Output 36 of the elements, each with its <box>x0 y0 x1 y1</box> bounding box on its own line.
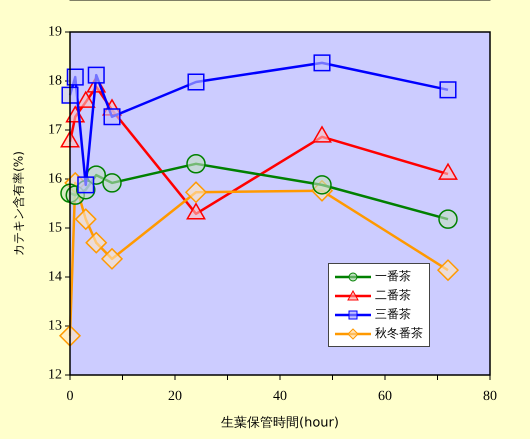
y-tick-label: 15 <box>48 220 62 236</box>
legend-label: 一番茶 <box>375 268 411 285</box>
point <box>102 173 122 193</box>
point <box>101 248 123 270</box>
legend-label: 二番茶 <box>375 287 411 304</box>
y-tick-label: 14 <box>48 270 62 285</box>
x-tick-label: 20 <box>168 389 182 404</box>
point <box>312 175 332 195</box>
y-tick-label: 19 <box>48 24 62 40</box>
point <box>313 54 331 72</box>
point <box>61 86 79 104</box>
point <box>88 66 105 84</box>
y-tick-label: 17 <box>48 122 62 138</box>
point <box>66 68 84 86</box>
point <box>438 209 458 229</box>
point <box>86 232 107 254</box>
point <box>186 154 206 174</box>
point <box>185 181 207 203</box>
point <box>103 108 121 126</box>
y-tick-label: 12 <box>48 368 62 383</box>
legend-label: 秋冬番茶 <box>375 325 423 342</box>
x-tick-label: 80 <box>483 389 497 404</box>
point <box>75 208 96 230</box>
legend-label: 三番茶 <box>375 306 411 323</box>
y-axis-title: カテキン含有率(%) <box>11 151 26 256</box>
y-tick-label: 18 <box>48 74 62 89</box>
point <box>187 73 205 91</box>
y-tick-label: 16 <box>48 172 62 187</box>
x-axis-title: 生葉保管時間(hour) <box>221 416 339 431</box>
point <box>439 81 457 98</box>
x-tick-label: 0 <box>66 389 74 404</box>
x-tick-label: 60 <box>378 389 392 404</box>
x-tick-label: 40 <box>273 389 287 404</box>
point <box>437 259 459 281</box>
y-tick-label: 13 <box>48 318 62 334</box>
point <box>77 176 94 194</box>
